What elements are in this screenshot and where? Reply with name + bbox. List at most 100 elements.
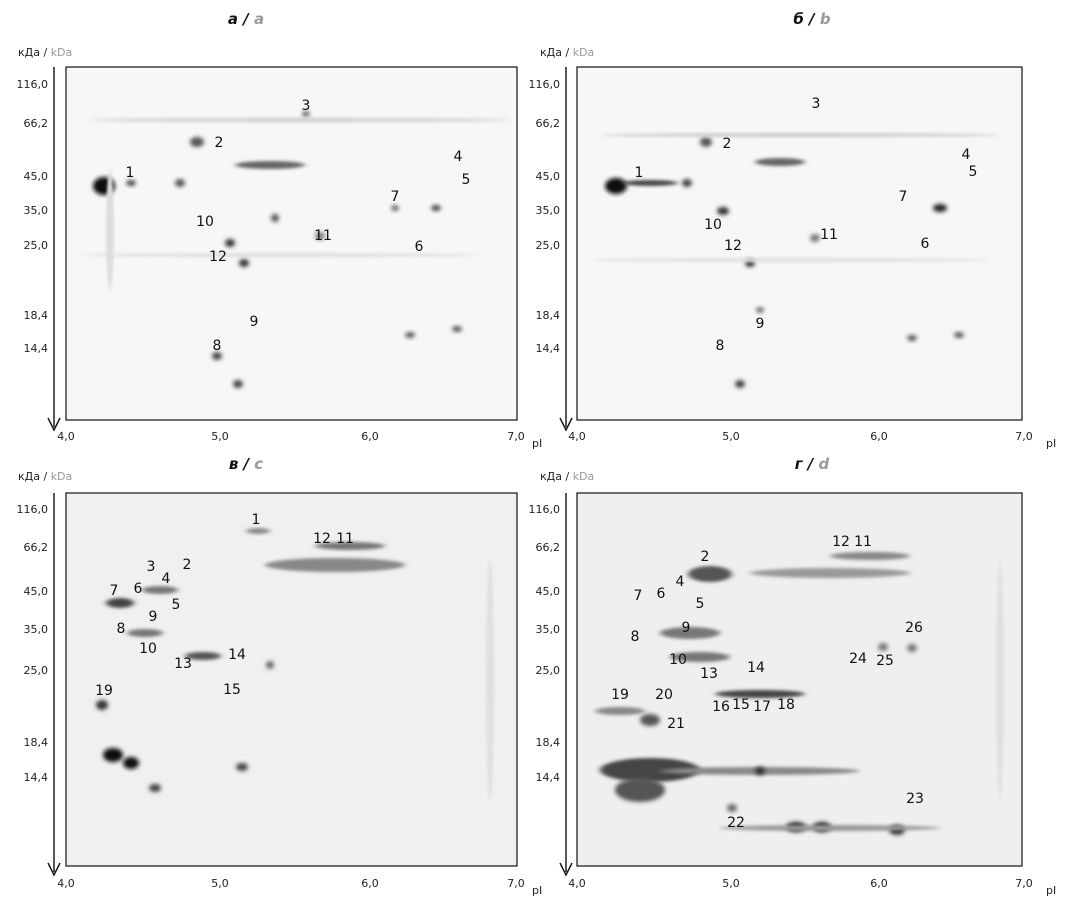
protein-spot (239, 259, 249, 267)
protein-band (660, 627, 720, 639)
protein-spot (700, 137, 712, 147)
protein-spot (126, 180, 136, 186)
y-tick: 25,0 (24, 664, 49, 677)
protein-spot (212, 352, 222, 360)
panel-a-gel (65, 66, 518, 421)
y-tick: 116,0 (529, 78, 561, 91)
spot-label: 4 (454, 149, 463, 165)
panel-d-y-arrow-icon (559, 862, 573, 877)
spot-label: 20 (655, 687, 673, 703)
protein-spot (271, 214, 279, 222)
y-tick: 18,4 (536, 736, 561, 749)
spot-label: 5 (969, 164, 978, 180)
spot-label: 5 (172, 597, 181, 613)
spot-label: 10 (196, 214, 214, 230)
panel-d-title: г / d (795, 455, 830, 473)
spot-label: 5 (696, 596, 705, 612)
panel-c-y-ticks: 116,0 66,2 45,0 35,0 25,0 18,4 14,4 (17, 503, 49, 784)
spot-label: 11 (314, 228, 332, 244)
protein-band (755, 158, 805, 166)
x-tick: 6,0 (361, 430, 379, 443)
protein-spot (605, 178, 627, 194)
y-tick: 45,0 (536, 170, 561, 183)
spot-label: 19 (95, 683, 113, 699)
spot-label: 13 (174, 656, 192, 672)
protein-spot (755, 767, 765, 775)
x-tick: 6,0 (361, 877, 379, 890)
x-tick: 5,0 (211, 877, 229, 890)
protein-band (670, 652, 730, 662)
spot-label: 9 (250, 314, 259, 330)
y-tick: 35,0 (536, 623, 561, 636)
spot-label: 26 (905, 620, 923, 636)
protein-spot (106, 598, 134, 608)
panel-a-y-ticks: 116,0 66,2 45,0 35,0 25,0 18,4 14,4 (17, 78, 49, 355)
protein-spot (810, 234, 820, 242)
protein-spot (315, 232, 325, 240)
spot-label: 7 (899, 189, 908, 205)
protein-spot (735, 380, 745, 388)
x-tick: 7,0 (507, 877, 525, 890)
y-tick: 66,2 (24, 117, 49, 130)
panel-c-y-arrow-icon (47, 862, 61, 877)
protein-spot (175, 179, 185, 187)
protein-band (142, 586, 178, 594)
x-tick: 4,0 (57, 877, 75, 890)
panel-c-title: в / c (229, 455, 263, 473)
spot-label: 2 (183, 557, 192, 573)
y-tick: 66,2 (536, 117, 561, 130)
protein-band (830, 552, 910, 560)
protein-band (600, 758, 700, 782)
spot-label: 17 (753, 699, 771, 715)
panel-b-gel (576, 66, 1023, 421)
protein-streak (80, 253, 480, 257)
y-tick: 18,4 (536, 309, 561, 322)
spot-label: 12 (313, 531, 331, 547)
y-tick: 25,0 (536, 239, 561, 252)
panel-a-x-ticks: 4,0 5,0 6,0 7,0 pI (57, 430, 542, 450)
panel-b: б / b кДа / kDa 116,0 66,2 45,0 35,0 25,… (529, 10, 1057, 450)
spot-label: 2 (701, 549, 710, 565)
spot-label: 2 (215, 135, 224, 151)
y-tick: 35,0 (24, 204, 49, 217)
protein-spot (233, 380, 243, 388)
spot-label: 15 (732, 697, 750, 713)
panel-c: в / c кДа / kDa 116,0 66,2 45,0 35,0 25,… (17, 455, 543, 897)
spot-label: 16 (712, 699, 730, 715)
spot-label: 6 (415, 239, 424, 255)
x-axis-title: pI (532, 437, 542, 450)
panel-b-spots (590, 133, 1000, 388)
protein-band (127, 629, 163, 637)
protein-spot (190, 137, 204, 147)
panel-a-title: а / a (228, 10, 264, 28)
protein-spot (431, 205, 441, 211)
protein-band (315, 542, 385, 550)
y-tick: 14,4 (536, 771, 561, 784)
y-tick: 66,2 (536, 541, 561, 554)
protein-spot (717, 207, 729, 215)
protein-band (622, 180, 678, 186)
protein-band (720, 825, 940, 831)
x-tick: 7,0 (1015, 430, 1033, 443)
protein-band (715, 690, 805, 698)
y-tick: 116,0 (17, 78, 49, 91)
panel-c-y-axis-title: кДа / kDa (18, 470, 72, 483)
panel-a-spots (80, 111, 510, 388)
spot-label: 1 (126, 165, 135, 181)
y-tick: 116,0 (17, 503, 49, 516)
protein-band (246, 528, 270, 534)
protein-spot (225, 239, 235, 247)
panel-b-x-ticks: 4,0 5,0 6,0 7,0 pI (568, 430, 1056, 450)
spot-label: 4 (162, 571, 171, 587)
protein-spot (405, 332, 415, 338)
spot-label: 9 (149, 609, 158, 625)
spot-label: 10 (669, 652, 687, 668)
spot-label: 3 (147, 559, 156, 575)
protein-spot (907, 335, 917, 341)
protein-spot (640, 714, 660, 726)
spot-label: 6 (134, 581, 143, 597)
protein-spot (878, 643, 888, 651)
panel-d-spot-labels: 2 4 5 6 7 8 9 10 11 12 13 14 15 16 17 18… (611, 534, 924, 831)
spot-label: 19 (611, 687, 629, 703)
